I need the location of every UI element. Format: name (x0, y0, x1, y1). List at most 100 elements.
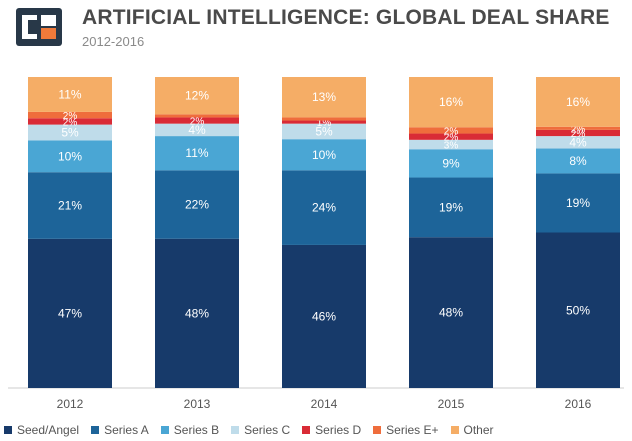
data-label: 22% (185, 198, 209, 212)
data-label: 10% (312, 148, 336, 162)
data-label: 48% (439, 306, 463, 320)
data-label: 2% (571, 124, 586, 135)
bar-segment (282, 117, 366, 121)
data-label: 16% (439, 95, 463, 109)
bar-segment (155, 77, 239, 115)
data-label: 19% (439, 200, 463, 214)
data-label: 4% (188, 123, 206, 137)
bar-segment (409, 177, 493, 238)
bar-segment (409, 77, 493, 128)
bar-segment (409, 133, 493, 140)
data-label: 8% (569, 154, 587, 168)
data-label: 1% (317, 118, 332, 129)
x-tick-label: 2015 (438, 397, 465, 411)
chart-subtitle: 2012-2016 (82, 34, 145, 49)
legend-item: Series B (160, 423, 220, 437)
legend-swatch (373, 426, 382, 434)
bar-segment (28, 124, 112, 141)
logo-b-bottom (41, 28, 56, 39)
data-label: 12% (185, 89, 209, 103)
bar-segment (282, 170, 366, 245)
legend-label: Series E+ (386, 423, 439, 437)
data-label: 11% (185, 146, 208, 160)
bar-segment (536, 148, 620, 174)
data-label: 2% (444, 133, 459, 144)
legend-label: Seed/Angel (17, 423, 80, 437)
data-label: 21% (58, 199, 82, 213)
bar-segment (536, 136, 620, 149)
data-label: 2% (444, 126, 459, 137)
data-label: 5% (61, 126, 79, 140)
legend-item: Series C (231, 423, 290, 437)
data-label: 4% (569, 135, 587, 149)
legend-swatch (231, 426, 240, 434)
legend-swatch (450, 426, 459, 434)
bar-segment (536, 232, 620, 388)
data-label: 2% (571, 129, 586, 140)
x-tick-label: 2014 (311, 397, 338, 411)
bar-segment (409, 139, 493, 150)
legend-label: Series A (104, 423, 149, 437)
bar-segment (409, 149, 493, 178)
data-label: 5% (315, 124, 333, 138)
bar-segment (282, 139, 366, 171)
logo-b-top (41, 15, 56, 26)
x-tick-label: 2012 (57, 397, 84, 411)
data-label: 47% (58, 306, 82, 320)
legend-label: Series C (244, 423, 291, 437)
legend-swatch (160, 426, 169, 434)
legend-item: Seed/Angel (4, 423, 79, 437)
legend-label: Series D (315, 423, 362, 437)
bar-segment (28, 118, 112, 125)
legend-label: Other (463, 423, 494, 437)
bar-segment (155, 114, 239, 118)
bar-segment (282, 120, 366, 124)
legend-item: Series A (91, 423, 149, 437)
data-label: 3% (444, 141, 459, 152)
bar-segment (28, 77, 112, 112)
bar-segment (536, 77, 620, 127)
legend-swatch (4, 426, 12, 434)
data-label: 48% (185, 306, 209, 320)
legend-label: Series B (173, 423, 220, 437)
legend-item: Series D (302, 423, 361, 437)
data-label: 10% (58, 149, 82, 163)
bar-segment (155, 117, 239, 124)
data-label: 2% (63, 117, 78, 128)
legend-item: Series E+ (373, 423, 439, 437)
data-label: 50% (566, 303, 590, 317)
data-label: 11% (58, 87, 81, 101)
bar-segment (155, 170, 239, 239)
data-label: 13% (312, 90, 336, 104)
chart-legend: Seed/Angel Series A Series B Series C Series… (4, 422, 494, 438)
bar-segment (536, 129, 620, 137)
bar-segment (155, 238, 239, 388)
data-label: 2% (190, 117, 205, 128)
bar-segment (409, 237, 493, 388)
bar-segment (409, 127, 493, 134)
bar-segment (536, 126, 620, 130)
bar-segment (282, 244, 366, 388)
bar-segment (155, 123, 239, 137)
data-label: 24% (312, 201, 336, 215)
bar-segment (28, 172, 112, 239)
legend-swatch (91, 426, 100, 434)
chart-title: ARTIFICIAL INTELLIGENCE: GLOBAL DEAL SHA… (82, 6, 610, 29)
bar-segment (28, 111, 112, 119)
data-label: 19% (566, 196, 590, 210)
data-label: 16% (566, 95, 590, 109)
bar-segment (28, 238, 112, 388)
legend-swatch (302, 426, 311, 434)
x-tick-label: 2013 (184, 397, 211, 411)
data-label: 46% (312, 309, 336, 323)
bar-segment (536, 173, 620, 233)
bar-segment (28, 140, 112, 173)
data-label: 2% (63, 111, 78, 122)
cb-insights-logo (16, 8, 62, 46)
x-tick-label: 2016 (565, 397, 592, 411)
data-label: 9% (442, 156, 460, 170)
bar-segment (155, 136, 239, 171)
bar-segment (282, 123, 366, 140)
legend-item: Other (450, 423, 494, 437)
